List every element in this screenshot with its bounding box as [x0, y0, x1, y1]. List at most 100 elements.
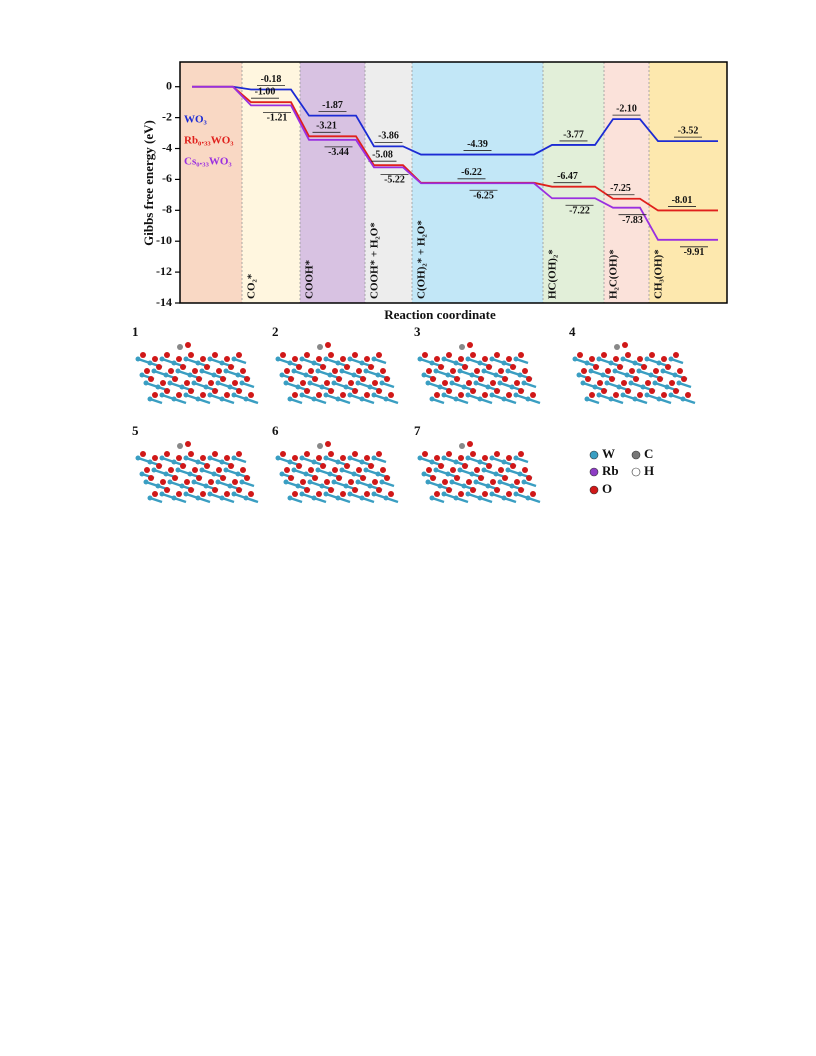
atom-w — [371, 392, 377, 398]
atom-w — [489, 356, 495, 362]
atom-o — [498, 467, 504, 473]
atom-w — [509, 384, 515, 390]
atom-o — [236, 451, 242, 457]
atom-w — [429, 459, 435, 465]
atom-w — [327, 471, 333, 477]
atom-o — [304, 451, 310, 457]
atom-w — [279, 372, 285, 378]
adsorbate — [325, 342, 331, 348]
atom-o — [184, 479, 190, 485]
atom-o — [152, 491, 158, 497]
atom-w — [351, 372, 357, 378]
atom-o — [332, 368, 338, 374]
atom-o — [380, 368, 386, 374]
atom-o — [352, 487, 358, 493]
atom-o — [669, 380, 675, 386]
value-label: -2.10 — [616, 103, 637, 114]
atom-w — [612, 368, 618, 374]
atom-o — [458, 455, 464, 461]
atom-w — [315, 467, 321, 473]
adsorbate — [459, 344, 465, 350]
atom-w — [489, 491, 495, 497]
atom-w — [171, 459, 177, 465]
atom-o — [324, 479, 330, 485]
atom-o — [458, 356, 464, 362]
atom-w — [291, 368, 297, 374]
atom-o — [212, 451, 218, 457]
atom-o — [446, 487, 452, 493]
atom-o — [368, 463, 374, 469]
panel-number: 1 — [132, 324, 139, 339]
atom-o — [176, 455, 182, 461]
atom-w — [644, 356, 650, 362]
panel-number: 2 — [272, 324, 279, 339]
atom-w — [596, 356, 602, 362]
atom-w — [465, 356, 471, 362]
atom-w — [513, 455, 519, 461]
atom-w — [371, 455, 377, 461]
region — [604, 62, 649, 303]
atom-o — [601, 352, 607, 358]
atom-o — [486, 364, 492, 370]
atom-w — [311, 360, 317, 366]
legend-entry: WO₃ — [184, 114, 208, 126]
atom-o — [348, 479, 354, 485]
atom-o — [368, 364, 374, 370]
atom-w — [505, 368, 511, 374]
atom-o — [506, 491, 512, 497]
atom-w — [199, 467, 205, 473]
atom-w — [355, 479, 361, 485]
atom-w — [521, 479, 527, 485]
atom-o — [665, 364, 671, 370]
atom-o — [372, 479, 378, 485]
atom-w — [159, 491, 165, 497]
atom-w — [576, 372, 582, 378]
atom-w — [644, 392, 650, 398]
atom-o — [593, 364, 599, 370]
y-axis-label: Gibbs free energy (eV) — [141, 120, 156, 246]
atom-o — [518, 388, 524, 394]
legend-label: Rb — [602, 463, 619, 478]
value-label: -9.91 — [684, 247, 705, 258]
atom-w — [287, 396, 293, 402]
atom-o — [288, 376, 294, 382]
atom-o — [470, 388, 476, 394]
atom-w — [207, 356, 213, 362]
structure — [275, 441, 399, 504]
atom-w — [295, 384, 301, 390]
atom-o — [188, 487, 194, 493]
atom-w — [628, 380, 634, 386]
atom-o — [316, 491, 322, 497]
atom-w — [215, 380, 221, 386]
atom-o — [653, 368, 659, 374]
atom-o — [196, 376, 202, 382]
atom-o — [510, 364, 516, 370]
structure — [572, 342, 696, 405]
atom-w — [323, 455, 329, 461]
region — [300, 62, 365, 303]
region-label: HC(OH)₂* — [547, 249, 559, 299]
atom-o — [454, 376, 460, 382]
atom-w — [351, 471, 357, 477]
atom-w — [275, 455, 281, 461]
atom-w — [501, 459, 507, 465]
atom-o — [320, 364, 326, 370]
atom-o — [328, 451, 334, 457]
atom-o — [530, 392, 536, 398]
atom-w — [187, 372, 193, 378]
atom-o — [649, 388, 655, 394]
atom-w — [453, 495, 459, 501]
atom-w — [367, 384, 373, 390]
structure — [417, 342, 541, 405]
atom-w — [359, 459, 365, 465]
atom-w — [287, 495, 293, 501]
atom-w — [433, 368, 439, 374]
atom-o — [344, 364, 350, 370]
atom-w — [303, 372, 309, 378]
atom-w — [429, 396, 435, 402]
atom-o — [490, 380, 496, 386]
atom-o — [466, 380, 472, 386]
atom-w — [473, 479, 479, 485]
atom-w — [493, 372, 499, 378]
atom-o — [316, 356, 322, 362]
